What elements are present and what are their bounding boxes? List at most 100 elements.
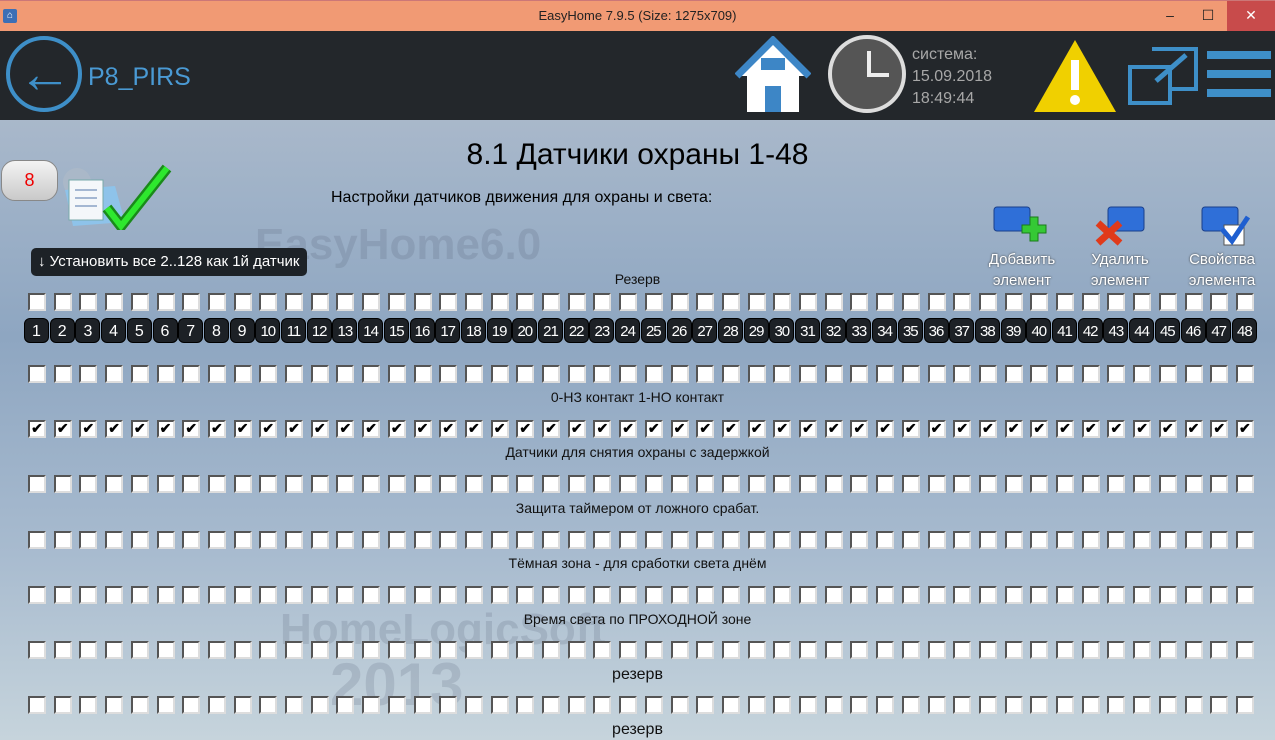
sensor-checkbox[interactable]: [696, 475, 715, 493]
sensor-checkbox[interactable]: [233, 531, 252, 549]
sensor-checkbox[interactable]: [670, 293, 689, 311]
sensor-checkbox[interactable]: [696, 365, 715, 383]
sensor-checkbox[interactable]: [824, 293, 843, 311]
sensor-checkbox[interactable]: [464, 293, 483, 311]
sensor-checkbox[interactable]: ✔: [285, 420, 303, 438]
sensor-checkbox[interactable]: [28, 475, 46, 493]
sensor-number-badge[interactable]: 1: [24, 318, 49, 343]
sensor-checkbox[interactable]: [850, 641, 869, 659]
sensor-checkbox[interactable]: [1004, 475, 1023, 493]
sensor-checkbox[interactable]: [978, 696, 997, 714]
settings-checklist-icon[interactable]: [55, 160, 175, 230]
sensor-checkbox[interactable]: ✔: [53, 420, 72, 438]
sensor-number-badge[interactable]: 5: [126, 318, 152, 343]
sensor-checkbox[interactable]: [644, 641, 663, 659]
sensor-checkbox[interactable]: [490, 293, 509, 311]
sensor-checkbox[interactable]: [336, 475, 355, 493]
sensor-checkbox[interactable]: [927, 365, 946, 383]
sensor-checkbox[interactable]: [927, 586, 946, 604]
sensor-checkbox[interactable]: [1056, 586, 1074, 604]
sensor-number-badge[interactable]: 22: [563, 318, 589, 343]
sensor-checkbox[interactable]: [1133, 475, 1152, 493]
sensor-checkbox[interactable]: ✔: [1081, 420, 1100, 438]
sensor-number-badge[interactable]: 37: [949, 318, 975, 343]
sensor-checkbox[interactable]: [387, 293, 406, 311]
sensor-checkbox[interactable]: [233, 641, 252, 659]
sensor-checkbox[interactable]: ✔: [644, 420, 663, 438]
set-all-sensors-button[interactable]: ↓ Установить все 2..128 как 1й датчик: [31, 248, 307, 276]
sensor-checkbox[interactable]: [310, 531, 329, 549]
sensor-checkbox[interactable]: [773, 696, 792, 714]
sensor-checkbox[interactable]: [362, 696, 381, 714]
sensor-checkbox[interactable]: ✔: [953, 420, 972, 438]
delete-element-button[interactable]: Удалить элемент: [1075, 205, 1165, 291]
sensor-checkbox[interactable]: [516, 365, 535, 383]
sensor-number-badge[interactable]: 3: [75, 318, 101, 343]
sensor-checkbox[interactable]: [824, 531, 843, 549]
element-properties-button[interactable]: Свойства элемента: [1177, 205, 1267, 291]
sensor-checkbox[interactable]: [28, 531, 46, 549]
sensor-checkbox[interactable]: [516, 475, 535, 493]
sensor-checkbox[interactable]: [1081, 365, 1100, 383]
sensor-checkbox[interactable]: [105, 475, 124, 493]
back-arrow-icon[interactable]: ←: [6, 36, 82, 112]
sensor-checkbox[interactable]: [567, 365, 586, 383]
sensor-checkbox[interactable]: [362, 586, 381, 604]
sensor-checkbox[interactable]: [670, 531, 689, 549]
sensor-number-badge[interactable]: 18: [460, 318, 486, 343]
sensor-checkbox[interactable]: ✔: [516, 420, 535, 438]
sensor-checkbox[interactable]: [1158, 586, 1177, 604]
sensor-checkbox[interactable]: [1081, 475, 1100, 493]
sensor-checkbox[interactable]: [28, 641, 46, 659]
sensor-checkbox[interactable]: [593, 365, 612, 383]
sensor-checkbox[interactable]: [696, 641, 715, 659]
sensor-checkbox[interactable]: [567, 531, 586, 549]
sensor-checkbox[interactable]: [1133, 641, 1152, 659]
sensor-checkbox[interactable]: [850, 365, 869, 383]
sensor-checkbox[interactable]: ✔: [362, 420, 381, 438]
sensor-checkbox[interactable]: ✔: [799, 420, 817, 438]
sensor-checkbox[interactable]: [182, 696, 201, 714]
sensor-checkbox[interactable]: [130, 293, 149, 311]
sensor-checkbox[interactable]: [978, 531, 997, 549]
sensor-checkbox[interactable]: [721, 531, 740, 549]
sensor-checkbox[interactable]: ✔: [824, 420, 843, 438]
sensor-checkbox[interactable]: ✔: [1210, 420, 1229, 438]
sensor-checkbox[interactable]: [387, 475, 406, 493]
sensor-number-badge[interactable]: 29: [743, 318, 769, 343]
sensor-checkbox[interactable]: [516, 531, 535, 549]
sensor-checkbox[interactable]: [387, 365, 406, 383]
maximize-button[interactable]: ☐: [1201, 7, 1215, 23]
sensor-checkbox[interactable]: [773, 641, 792, 659]
sensor-checkbox[interactable]: [850, 293, 869, 311]
sensor-checkbox[interactable]: [207, 586, 226, 604]
sensor-checkbox[interactable]: [567, 293, 586, 311]
sensor-checkbox[interactable]: [490, 365, 509, 383]
sensor-number-badge[interactable]: 21: [538, 318, 563, 343]
sensor-checkbox[interactable]: [978, 475, 997, 493]
sensor-checkbox[interactable]: [542, 696, 560, 714]
sensor-checkbox[interactable]: [413, 365, 432, 383]
sensor-number-badge[interactable]: 28: [717, 318, 743, 343]
sensor-number-badge[interactable]: 4: [101, 318, 127, 343]
sensor-checkbox[interactable]: [336, 365, 355, 383]
sensor-number-badge[interactable]: 23: [589, 318, 615, 343]
sensor-checkbox[interactable]: [901, 475, 920, 493]
sensor-checkbox[interactable]: [464, 641, 483, 659]
sensor-checkbox[interactable]: [773, 365, 792, 383]
sensor-checkbox[interactable]: [747, 531, 766, 549]
sensor-checkbox[interactable]: [696, 586, 715, 604]
sensor-checkbox[interactable]: [953, 586, 972, 604]
sensor-checkbox[interactable]: [53, 696, 72, 714]
sensor-checkbox[interactable]: [1004, 365, 1023, 383]
sensor-checkbox[interactable]: [978, 641, 997, 659]
sensor-checkbox[interactable]: [593, 641, 612, 659]
sensor-checkbox[interactable]: [978, 365, 997, 383]
sensor-checkbox[interactable]: [105, 365, 124, 383]
sensor-number-badge[interactable]: 36: [923, 318, 949, 343]
sensor-checkbox[interactable]: [1184, 586, 1203, 604]
sensor-checkbox[interactable]: [1107, 293, 1126, 311]
sensor-checkbox[interactable]: [387, 586, 406, 604]
sensor-checkbox[interactable]: [901, 293, 920, 311]
sensor-checkbox[interactable]: [516, 696, 535, 714]
